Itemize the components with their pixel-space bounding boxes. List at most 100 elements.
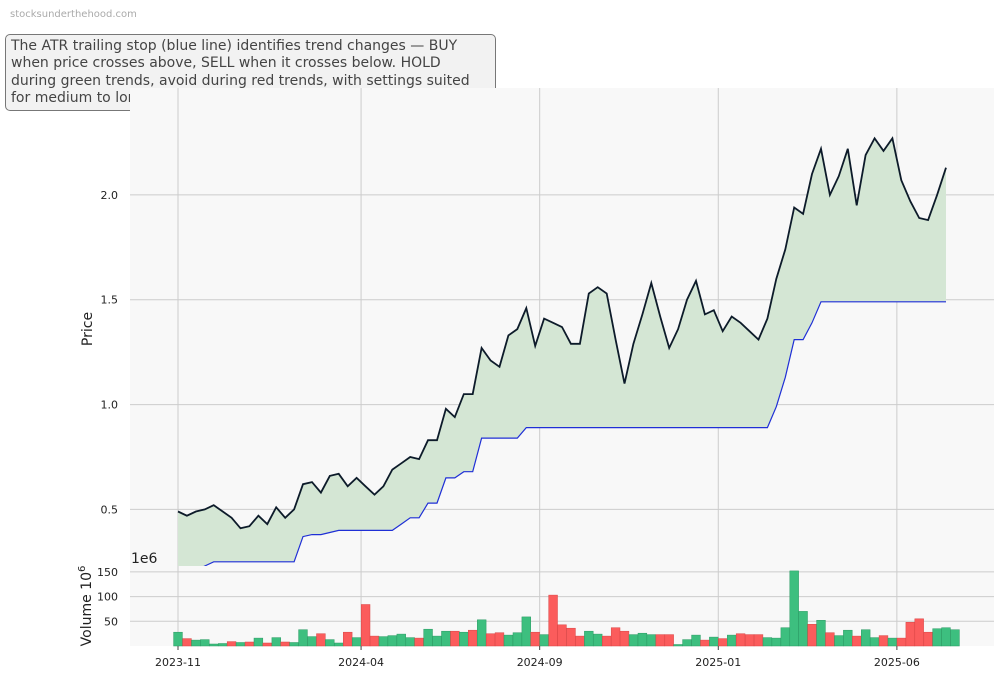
price-y-tick-label: 2.0: [101, 189, 119, 202]
volume-bar: [226, 641, 237, 647]
volume-bar: [557, 624, 567, 647]
volume-bar: [602, 635, 612, 647]
x-tick-label: 2023-11: [155, 656, 201, 669]
volume-bar: [691, 634, 701, 647]
x-tick-label: 2025-06: [874, 656, 920, 669]
atr-trailing-stop-line: [178, 301, 946, 571]
volume-bar: [923, 631, 933, 647]
volume-bar: [530, 631, 540, 647]
volume-bar: [200, 639, 210, 647]
volume-bar: [718, 638, 728, 647]
volume-bar: [298, 629, 308, 647]
volume-bar: [262, 642, 272, 647]
volume-bar: [485, 633, 496, 647]
price-y-tick-label: 0.5: [101, 503, 119, 516]
volume-bar: [173, 631, 183, 647]
volume-bar: [396, 633, 406, 647]
volume-bar: [316, 633, 326, 647]
volume-bar: [825, 632, 835, 647]
volume-bar: [727, 634, 737, 647]
volume-bar: [271, 637, 281, 647]
volume-bar: [575, 635, 585, 647]
volume-bar: [932, 628, 942, 647]
volume-bar: [512, 632, 523, 647]
volume-y-axis-label-group: Volume 106: [77, 566, 95, 647]
volume-bar: [521, 616, 531, 647]
x-tick-labels: 2023-11 2024-04 2024-09 2025-01 2025-06: [155, 646, 920, 669]
volume-bar: [950, 629, 960, 647]
volume-bar: [289, 642, 299, 647]
volume-bar: [789, 570, 799, 647]
volume-bar: [244, 641, 255, 647]
volume-bar: [280, 641, 290, 647]
volume-bar: [307, 636, 317, 647]
volume-bar: [334, 642, 344, 647]
volume-bar: [459, 631, 469, 647]
volume-offset-text: 1e6: [131, 551, 158, 567]
volume-bar: [861, 629, 871, 647]
volume-y-tick-label: 100: [97, 591, 118, 604]
volume-bar: [852, 635, 862, 647]
volume-bar: [878, 635, 889, 647]
volume-bar: [744, 634, 755, 647]
volume-bar: [405, 637, 415, 647]
volume-bar: [914, 618, 924, 647]
volume-bar: [369, 635, 380, 647]
volume-bar: [218, 643, 228, 647]
price-y-tick-label: 1.5: [101, 294, 119, 307]
volume-bar: [753, 634, 764, 647]
volume-bar: [182, 638, 192, 647]
volume-bar: [655, 634, 665, 647]
volume-bar: [548, 594, 558, 647]
volume-bar: [468, 629, 478, 647]
volume-bar: [646, 634, 656, 647]
volume-bar: [387, 635, 397, 647]
volume-bar: [941, 627, 951, 647]
volume-bar: [360, 604, 371, 647]
price-y-axis-label: Price: [80, 312, 96, 346]
price-y-tick-labels: 0.5 1.0 1.5 2.0: [101, 189, 119, 516]
volume-bar: [682, 639, 692, 647]
volume-bar: [351, 637, 362, 647]
volume-bar: [450, 630, 460, 647]
volume-bar: [673, 644, 683, 647]
volume-bar: [735, 633, 746, 647]
volume-bar: [843, 629, 853, 647]
volume-bar: [423, 628, 433, 647]
volume-bar: [619, 630, 630, 647]
volume-bar: [762, 637, 773, 647]
volume-bar: [834, 635, 844, 647]
volume-bar: [709, 636, 719, 647]
volume-y-tick-labels: 50 100 150: [97, 566, 118, 628]
volume-bar: [191, 639, 201, 647]
volume-bar: [664, 634, 674, 647]
volume-bar: [343, 631, 353, 647]
volume-bar: [253, 637, 264, 647]
volume-bar: [905, 622, 915, 647]
volume-bar: [235, 642, 246, 647]
volume-bar: [432, 635, 442, 647]
volume-bar: [896, 637, 907, 647]
x-tick-label: 2025-01: [695, 656, 741, 669]
volume-bar: [816, 620, 826, 647]
volume-bar: [566, 627, 576, 647]
x-tick-label: 2024-09: [517, 656, 563, 669]
volume-bar: [539, 634, 549, 647]
volume-y-tick-label: 150: [97, 566, 118, 579]
volume-bar: [584, 630, 594, 647]
volume-y-axis-exponent: 6: [77, 566, 88, 572]
trend-fill-area: [178, 138, 946, 571]
volume-bar: [610, 627, 621, 647]
volume-bar: [209, 643, 219, 647]
volume-bar: [494, 632, 505, 647]
volume-bar: [628, 634, 639, 647]
price-line: [177, 136, 947, 530]
volume-bar: [593, 633, 603, 647]
volume-bars: [173, 570, 960, 647]
volume-bar: [414, 637, 424, 647]
volume-bar: [700, 639, 710, 647]
watermark: stocksunderthehood.com: [10, 9, 137, 20]
volume-bar: [503, 634, 514, 647]
